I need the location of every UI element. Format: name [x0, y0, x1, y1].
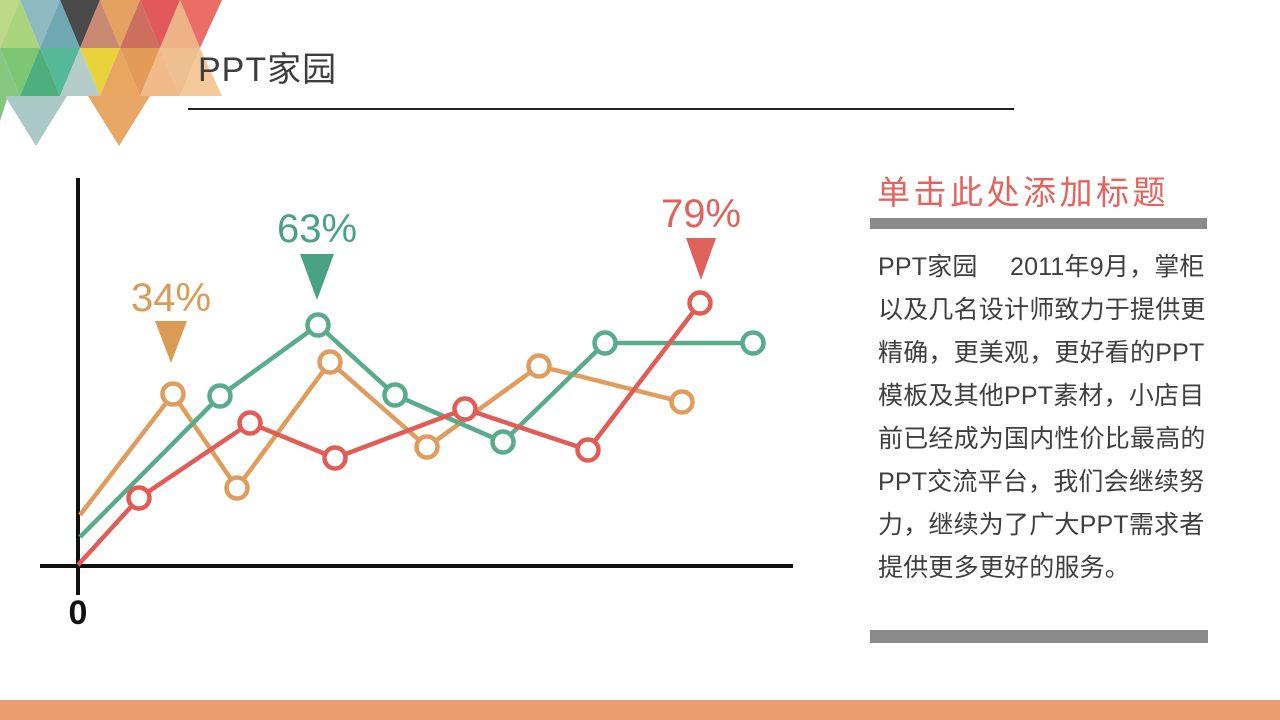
- callout-value-label: 79%: [661, 192, 741, 236]
- data-marker-orange: [414, 434, 440, 460]
- callout-value-label: 63%: [277, 207, 357, 251]
- data-marker-green: [592, 330, 618, 356]
- callout-pointer-icon: [300, 254, 334, 300]
- body-line: 以及几名设计师致力于提供更: [878, 296, 1206, 324]
- body-line: 模板及其他PPT素材，小店目: [878, 382, 1205, 410]
- data-marker-orange: [224, 475, 250, 501]
- callout-pointer-icon: [155, 321, 187, 363]
- body-line: 前已经成为国内性价比最高的: [878, 425, 1206, 453]
- axis-origin-label: 0: [69, 594, 88, 632]
- body-line: 提供更多更好的服务。: [878, 554, 1131, 582]
- footer-color-bar: [0, 700, 1280, 720]
- data-marker-orange: [160, 381, 186, 407]
- callout-value-label: 34%: [131, 276, 211, 320]
- body-line: PPT家园 2011年9月，掌柜: [878, 253, 1205, 281]
- data-marker-green: [382, 382, 408, 408]
- panel-heading-placeholder: 单击此处添加标题: [877, 174, 1169, 211]
- data-marker-red: [322, 445, 348, 471]
- data-marker-red: [237, 410, 263, 436]
- data-marker-orange: [526, 353, 552, 379]
- body-line: 精确，更美观，更好看的PPT: [878, 339, 1205, 367]
- body-line: PPT交流平台，我们会继续努: [878, 468, 1205, 496]
- series-line-green: [78, 322, 753, 539]
- panel-body-text: PPT家园 2011年9月，掌柜 以及几名设计师致力于提供更 精确，更美观，更好…: [878, 246, 1223, 590]
- data-marker-red: [126, 485, 152, 511]
- data-marker-orange: [669, 389, 695, 415]
- data-marker-green: [207, 383, 233, 409]
- data-marker-red: [575, 437, 601, 463]
- data-marker-red: [687, 290, 713, 316]
- data-marker-green: [490, 429, 516, 455]
- slide-title: PPT家园: [198, 51, 338, 89]
- panel-top-gray-bar: [870, 218, 1207, 229]
- corner-triangle-mosaic-decoration: [0, 0, 222, 146]
- title-underline: [188, 108, 1014, 110]
- data-marker-red: [452, 396, 478, 422]
- callout-pointer-icon: [686, 238, 716, 280]
- data-marker-orange: [317, 349, 343, 375]
- panel-bottom-gray-bar: [870, 630, 1208, 643]
- data-marker-green: [740, 330, 766, 356]
- body-line: 力，继续为了广大PPT需求者: [878, 511, 1205, 539]
- data-marker-green: [305, 312, 331, 338]
